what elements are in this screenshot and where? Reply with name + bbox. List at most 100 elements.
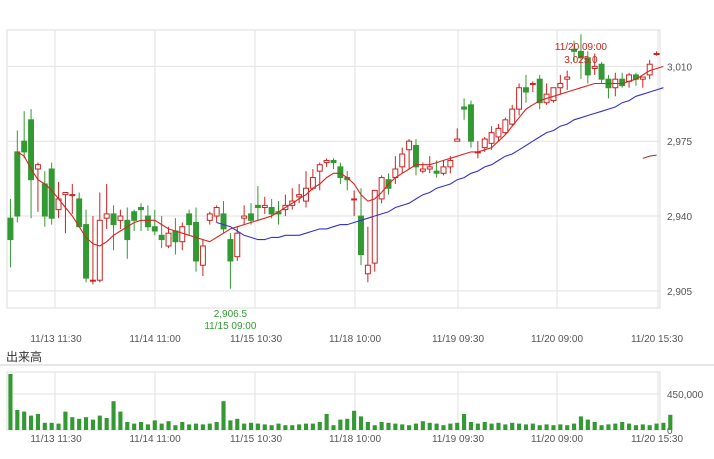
candle-body [323, 159, 330, 164]
candle-body [419, 168, 426, 172]
volume-bar [15, 410, 20, 430]
price-xtick-label: 11/19 09:30 [432, 334, 485, 345]
volume-bar [193, 423, 199, 430]
volume-bar [372, 425, 377, 430]
candle [330, 158, 337, 169]
candle [413, 139, 419, 176]
candle [351, 190, 358, 217]
candle-body [550, 87, 557, 102]
candle-body [330, 159, 337, 164]
candle [193, 207, 200, 272]
candle [7, 198, 14, 268]
candle [131, 209, 138, 232]
volume-bar [207, 423, 212, 430]
volume-bar [283, 425, 288, 430]
low-annotation-time: 11/15 09:00 [204, 321, 257, 332]
candle-body [199, 245, 206, 266]
candle-body [165, 232, 172, 247]
volume-bar [90, 419, 95, 430]
volume-bar [269, 425, 274, 430]
volume-bar [627, 423, 632, 430]
candle-body [413, 144, 419, 168]
candle [227, 233, 234, 289]
price-xtick-label: 11/20 15:30 [631, 334, 684, 345]
candle-body [351, 198, 358, 201]
volume-bar [386, 422, 391, 430]
volume-bar [537, 425, 542, 430]
volume-ytick-label: 0 [667, 426, 673, 437]
candle [591, 53, 598, 75]
candle [220, 201, 227, 234]
candle [550, 87, 557, 103]
candle [21, 111, 28, 159]
candle-body [399, 153, 406, 168]
candle [199, 239, 206, 276]
volume-bar [187, 424, 192, 430]
volume-bar [200, 424, 205, 430]
candle [83, 209, 90, 283]
candle [268, 198, 275, 219]
candle [364, 226, 371, 283]
volume-bar [358, 416, 364, 430]
volume-bar [496, 422, 501, 430]
volume-bar [578, 416, 584, 430]
candle [110, 205, 117, 251]
candle-body [186, 213, 193, 226]
candle-body [131, 211, 138, 221]
candle-body [433, 170, 440, 174]
volume-bar [544, 424, 549, 430]
candle [28, 109, 35, 219]
volume-bar [35, 414, 40, 430]
volume-bar [331, 425, 336, 430]
volume-bar [345, 418, 350, 430]
volume-bar [317, 422, 322, 430]
volume-bar [620, 422, 625, 430]
volume-bar [235, 418, 240, 430]
volume-bar [489, 423, 494, 430]
volume-bar [640, 424, 645, 430]
volume-bar [28, 415, 34, 430]
candle [399, 147, 406, 174]
price-ytick-label: 2,905 [667, 287, 692, 298]
candle-body [440, 166, 447, 174]
high-annotation-value: 3,025.0 [564, 55, 598, 66]
ma-fragment-line [642, 154, 657, 159]
volume-xtick-label: 11/14 11:00 [129, 434, 181, 445]
candle-body [467, 104, 474, 142]
price-xtick-label: 11/14 11:00 [129, 334, 181, 345]
volume-xtick-label: 11/13 11:30 [30, 434, 82, 445]
candle [516, 83, 523, 116]
candle [488, 126, 495, 150]
candle-body [653, 53, 660, 56]
candle [124, 207, 131, 259]
volume-bar [592, 422, 597, 430]
candle [206, 211, 213, 225]
ma-short-line [17, 65, 664, 247]
volume-bar [551, 425, 556, 430]
candle [48, 162, 55, 225]
candle-body [481, 138, 488, 149]
candle-body [488, 132, 495, 144]
candle [454, 128, 461, 142]
volume-panel-title: 出来高 [6, 350, 43, 364]
volume-bar [352, 410, 357, 430]
candle-body [447, 159, 454, 168]
candle-body [598, 63, 605, 80]
candle [96, 192, 103, 283]
candle-body [7, 217, 14, 241]
volume-bar [42, 422, 47, 430]
candle [406, 139, 413, 169]
volume-bar [482, 422, 487, 430]
candle-body [591, 65, 598, 69]
candle [296, 183, 303, 204]
volume-bar [324, 414, 329, 430]
volume-bar [633, 425, 639, 430]
candle [467, 100, 474, 148]
price-xtick-label: 11/13 11:30 [30, 334, 82, 345]
volume-bar [599, 425, 604, 430]
volume-bar [475, 423, 480, 430]
price-ytick-label: 3,010 [667, 62, 692, 73]
candle [158, 216, 165, 249]
